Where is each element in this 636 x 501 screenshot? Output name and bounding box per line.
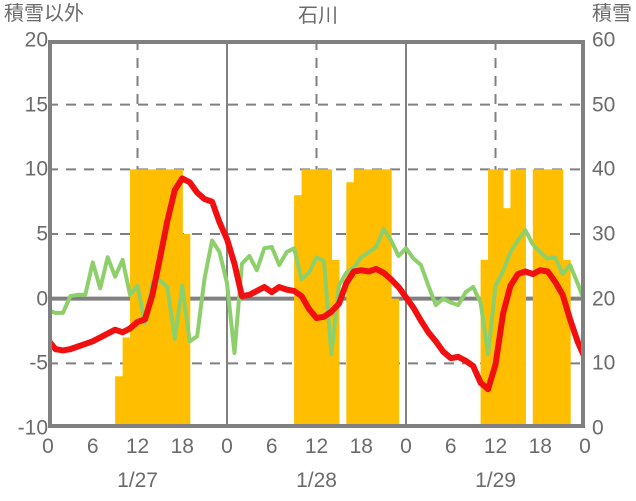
y-axis-left-tick: 5 xyxy=(36,222,48,246)
snow-depth-bar xyxy=(383,169,392,428)
y-axis-left-tick: 10 xyxy=(24,157,48,181)
snow-depth-bar xyxy=(115,376,124,428)
y-axis-right-tick: 30 xyxy=(592,222,616,246)
x-axis-tick: 18 xyxy=(528,435,552,458)
y-axis-left-tick: -10 xyxy=(17,416,48,440)
y-axis-right-tick: 60 xyxy=(592,28,616,52)
snow-depth-bar xyxy=(130,169,139,428)
snow-depth-bar xyxy=(294,195,303,428)
y-axis-right-tick: 0 xyxy=(592,416,604,440)
snow-depth-bar xyxy=(488,169,497,428)
x-axis-tick: 0 xyxy=(579,435,591,458)
right-axis-title: 積雪 xyxy=(592,3,632,25)
snow-depth-bar xyxy=(540,169,549,428)
x-axis-tick: 18 xyxy=(349,435,373,458)
snow-depth-bar xyxy=(353,169,362,428)
snow-depth-bar xyxy=(346,182,355,428)
snow-depth-bar xyxy=(555,169,564,428)
plot-area xyxy=(48,40,585,428)
chart-title: 石川 xyxy=(298,5,338,27)
x-axis-day-label: 1/27 xyxy=(117,469,158,492)
chart-canvas xyxy=(48,40,585,428)
snow-depth-bar xyxy=(510,169,519,428)
y-axis-right-tick: 20 xyxy=(592,287,616,311)
y-axis-right-tick: 50 xyxy=(592,93,616,117)
x-axis-tick: 12 xyxy=(304,435,329,458)
snow-depth-bar xyxy=(159,169,168,428)
x-axis-tick: 6 xyxy=(265,435,278,458)
snow-depth-bar xyxy=(517,169,526,428)
x-axis-tick: 0 xyxy=(42,435,54,458)
left-axis-title: 積雪以外 xyxy=(4,3,84,25)
y-axis-right-tick: 10 xyxy=(592,351,616,375)
snow-depth-bar xyxy=(547,169,556,428)
y-axis-left-tick: 20 xyxy=(24,28,48,52)
snow-depth-bar xyxy=(562,259,571,428)
snow-depth-bar xyxy=(495,169,504,428)
x-axis-day-label: 1/28 xyxy=(296,469,337,492)
x-axis-tick: 12 xyxy=(125,435,150,458)
snow-depth-bar xyxy=(361,169,370,428)
x-axis-day-label: 1/29 xyxy=(475,469,516,492)
snow-depth-bar xyxy=(122,337,131,428)
y-axis-left-tick: -5 xyxy=(29,351,48,375)
y-axis-left-tick: 15 xyxy=(24,93,48,117)
x-axis-tick: 18 xyxy=(170,435,194,458)
x-axis-tick: 12 xyxy=(483,435,508,458)
x-axis-tick: 6 xyxy=(444,435,457,458)
snow-depth-bar xyxy=(532,169,541,428)
temperature-line xyxy=(48,175,585,393)
x-axis-tick: 6 xyxy=(86,435,99,458)
snow-depth-bar xyxy=(167,169,176,428)
x-axis-tick: 0 xyxy=(221,435,233,458)
snow-depth-bar xyxy=(502,208,512,428)
wind-speed-line xyxy=(48,226,585,357)
snow-depth-bar xyxy=(309,169,318,428)
snow-depth-bar xyxy=(376,169,385,428)
snow-depth-bar xyxy=(316,169,325,428)
snow-depth-bar xyxy=(182,234,191,428)
y-axis-left-tick: 0 xyxy=(36,287,48,311)
snow-depth-bar xyxy=(152,169,161,428)
x-axis-tick: 0 xyxy=(400,435,412,458)
snow-depth-bar xyxy=(391,298,400,428)
snow-depth-bar xyxy=(368,169,377,428)
y-axis-right-tick: 40 xyxy=(592,157,616,181)
snow-depth-bar xyxy=(331,259,340,428)
